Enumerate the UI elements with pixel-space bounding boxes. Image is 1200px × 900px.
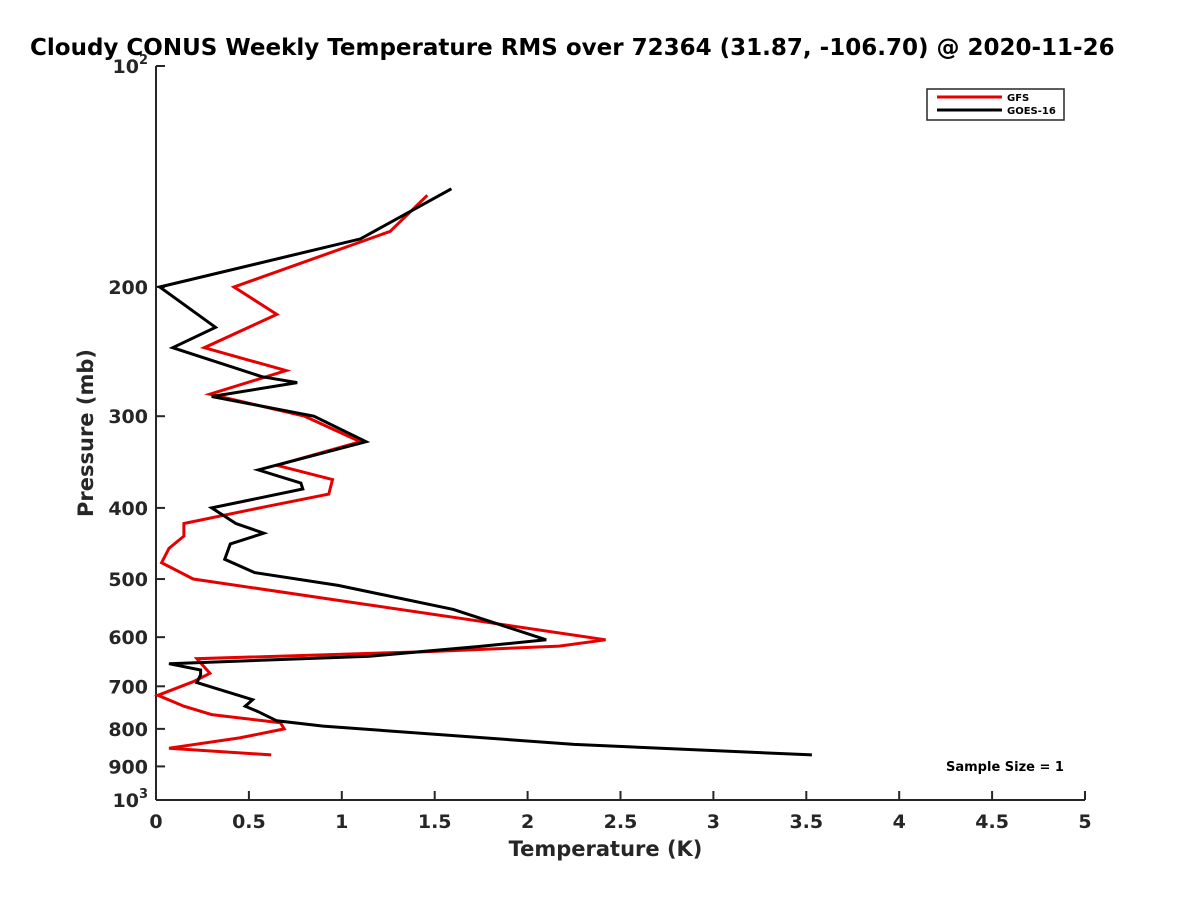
x-tick-label: 4 xyxy=(893,811,906,833)
y-tick-label: 700 xyxy=(108,676,148,698)
y-tick-label: 800 xyxy=(108,719,148,741)
y-tick-label: 200 xyxy=(108,277,148,299)
x-tick-label: 0 xyxy=(149,811,162,833)
sample-size-annotation: Sample Size = 1 xyxy=(946,760,1064,775)
y-tick-label: 600 xyxy=(108,627,148,649)
y-tick-label: 900 xyxy=(108,756,148,778)
y-tick-label: 500 xyxy=(108,569,148,591)
x-tick-label: 2.5 xyxy=(604,811,638,833)
x-axis-label: Temperature (K) xyxy=(509,837,703,861)
legend-box xyxy=(926,88,1065,121)
x-tick-label: 5 xyxy=(1078,811,1091,833)
series-line-goes-16 xyxy=(156,187,812,757)
x-tick-label: 3.5 xyxy=(789,811,823,833)
x-tick-label: 4.5 xyxy=(975,811,1009,833)
legend: GFS GOES-16 xyxy=(926,88,1065,121)
axes: 0 0.5 1 1.5 2 2.5 3 3.5 4 4.5 5 102 200 300 400 500 600 7… xyxy=(108,53,1091,833)
x-tick-label: 1.5 xyxy=(418,811,452,833)
x-tick-label: 3 xyxy=(707,811,720,833)
x-tick-label: 0.5 xyxy=(232,811,266,833)
y-tick-label: 102 xyxy=(113,53,149,78)
y-tick-label: 103 xyxy=(113,787,149,812)
y-tick-label: 400 xyxy=(108,498,148,520)
x-tick-label: 1 xyxy=(335,811,348,833)
y-axis-label: Pressure (mb) xyxy=(74,349,98,517)
chart-title: Cloudy CONUS Weekly Temperature RMS over… xyxy=(30,35,1115,61)
series-line-gfs xyxy=(153,194,606,757)
y-tick-label: 300 xyxy=(108,406,148,428)
x-tick-label: 2 xyxy=(521,811,534,833)
legend-label: GFS xyxy=(1007,93,1029,104)
series-layer xyxy=(153,187,812,757)
legend-label: GOES-16 xyxy=(1007,106,1056,117)
